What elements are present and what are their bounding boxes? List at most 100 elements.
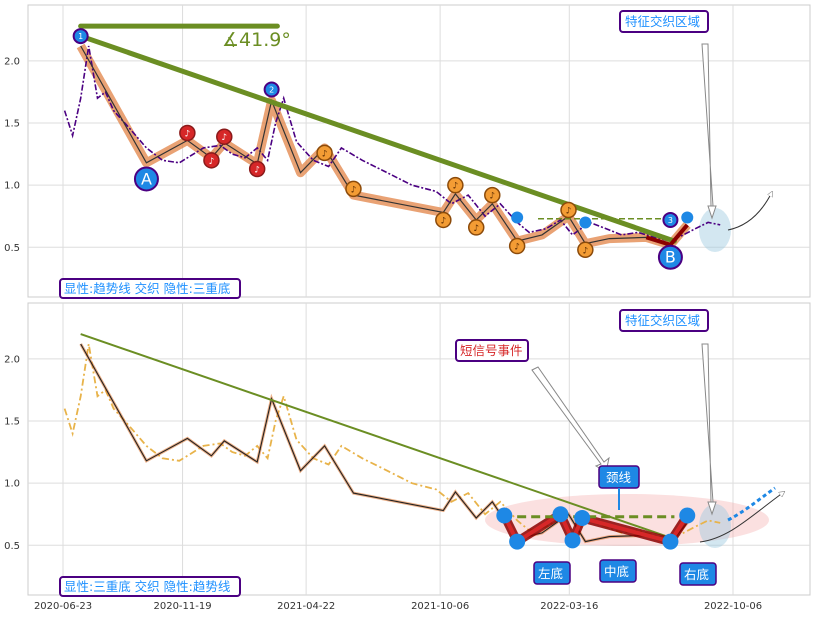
- triple-bottom-point: [679, 507, 696, 524]
- bottom-grid: [28, 303, 810, 595]
- bottom-region-arrow: [701, 343, 717, 516]
- sequence-marker-red: [203, 152, 220, 169]
- right-bottom-label-box: 右底: [679, 562, 717, 586]
- bottom-y-tick-label: 1.0: [4, 479, 20, 490]
- mid-bottom-label-box: 中底: [599, 559, 637, 583]
- top-panel: 0.5 1.0 1.5 2.0 1 2 3 ♪ ♪ ♪ ♪ ♪ ♪ ♪ ♪ ♪ ♪ ♪ ♪ ♪ A B ∡41.9° 显…: [4, 4, 811, 299]
- sequence-marker-orange: [560, 201, 577, 219]
- price-line: [63, 45, 721, 242]
- top-region-arrow: [701, 43, 717, 220]
- sequence-note: ♪: [322, 149, 328, 159]
- top-grid: [28, 5, 810, 297]
- sequence-note: ♪: [440, 216, 446, 226]
- sequence-marker-orange: [484, 186, 501, 204]
- sequence-marker-red: [179, 124, 196, 142]
- pivot-marker: [657, 244, 683, 270]
- top-pattern-dot: [579, 216, 592, 229]
- bottom-y-tick-label: 0.5: [4, 541, 20, 552]
- bottom-y-axis: 0.5 1.0 1.5 2.0: [4, 354, 20, 551]
- bottom-forecast-arrow: [699, 492, 784, 543]
- triple-bottom-point: [574, 509, 591, 526]
- top-pattern-dot: [681, 211, 694, 224]
- sequence-note: ♪: [489, 192, 495, 202]
- triple-bottom-point: [564, 532, 581, 549]
- pivot-label: A: [141, 169, 152, 188]
- top-pattern-dot: [511, 211, 524, 224]
- numbered-point-label: 3: [668, 216, 673, 225]
- numbered-point-marker: [72, 28, 89, 45]
- sequence-marker-orange: [447, 176, 464, 194]
- top-y-tick-label: 2.0: [4, 56, 20, 67]
- sequence-marker-orange: [577, 241, 594, 259]
- x-tick-label: 2021-04-22: [277, 601, 335, 612]
- x-tick-label: 2020-06-23: [34, 601, 92, 612]
- sequence-note: ♪: [514, 243, 520, 253]
- mid-bottom-label: 中底: [604, 564, 629, 579]
- sequence-note: ♪: [566, 207, 572, 217]
- bottom-y-tick-label: 1.5: [4, 417, 20, 428]
- x-tick-label: 2022-03-16: [540, 601, 598, 612]
- top-marks: 1 2 3 ♪ ♪ ♪ ♪ ♪ ♪ ♪ ♪ ♪ ♪ ♪ ♪ ♪ A B: [72, 28, 694, 270]
- numbered-point-label: 2: [269, 85, 274, 94]
- neckline-label: 颈线: [606, 470, 632, 485]
- x-tick-label: 2021-10-06: [411, 601, 469, 612]
- signal-event-label-box: 短信号事件: [455, 339, 529, 362]
- bottom-bottom-label-box: 显性:三重底 交织 隐性:趋势线: [59, 576, 241, 597]
- signal-event-region: [485, 494, 769, 546]
- x-axis: 2020-06-23 2020-11-19 2021-04-22 2021-10-06…: [34, 601, 762, 612]
- bottom-y-tick-label: 2.0: [4, 354, 20, 365]
- pivot-marker: [133, 166, 159, 192]
- x-tick-label: 2020-11-19: [153, 601, 211, 612]
- signal-event-label: 短信号事件: [460, 343, 523, 358]
- top-bottom-label-box: 显性:趋势线 交织 隐性:三重底: [59, 278, 241, 299]
- bottom-panel-frame: [27, 302, 811, 596]
- numbered-point-marker: [662, 211, 679, 228]
- pivot-label: B: [665, 248, 676, 267]
- left-bottom-label-box: 左底: [533, 561, 571, 585]
- sequence-marker-red: [216, 128, 233, 145]
- bottom-region-label: 特征交织区域: [625, 313, 700, 328]
- numbered-point-label: 1: [78, 32, 83, 41]
- top-y-axis: 0.5 1.0 1.5 2.0: [4, 56, 20, 253]
- bottom-marks: [496, 506, 696, 550]
- sequence-marker-red: [248, 160, 266, 178]
- sequence-note: ♪: [221, 133, 227, 143]
- top-y-tick-label: 0.5: [4, 243, 20, 254]
- right-bottom-label: 右底: [684, 567, 709, 582]
- sequence-note: ♪: [473, 224, 479, 234]
- triple-bottom-point: [496, 507, 513, 524]
- sequence-marker-orange: [345, 180, 362, 198]
- top-region-label: 特征交织区域: [625, 14, 700, 29]
- sequence-marker-orange: [467, 219, 485, 236]
- top-series: [63, 23, 721, 250]
- sequence-marker-orange: [435, 211, 452, 229]
- sequence-note: ♪: [582, 246, 588, 256]
- numbered-point-marker: [263, 81, 280, 98]
- bottom-feature-blob: [699, 504, 731, 548]
- trend-angle-label: ∡41.9°: [222, 29, 291, 51]
- top-y-tick-label: 1.0: [4, 181, 20, 192]
- triple-bottom-point: [662, 533, 679, 550]
- sequence-note: ♪: [209, 157, 215, 167]
- sequence-note: ♪: [254, 166, 260, 176]
- sequence-note: ♪: [351, 185, 357, 195]
- bottom-forecast-line: [727, 486, 776, 522]
- top-forecast-arrow: [727, 192, 772, 231]
- left-bottom-label: 左底: [538, 566, 563, 581]
- triple-bottom-point: [552, 506, 569, 523]
- top-region-label-box: 特征交织区域: [619, 10, 709, 33]
- bottom-bottom-label: 显性:三重底 交织 隐性:趋势线: [64, 579, 231, 594]
- sequence-marker-orange: [316, 144, 333, 162]
- triple-bottom-point: [509, 533, 526, 550]
- top-y-tick-label: 1.5: [4, 119, 20, 130]
- zigzag-line: [80, 343, 688, 544]
- bottom-panel: 0.5 1.0 1.5 2.0 2020-06-23 2020-11-19 2021-04…: [4, 302, 811, 612]
- trend-line: [80, 333, 675, 541]
- top-feature-blob: [699, 208, 731, 252]
- signal-event-arrow: [531, 366, 610, 473]
- sequence-note: ♪: [184, 129, 190, 139]
- zigzag-line: [80, 45, 688, 246]
- bottom-region-label-box: 特征交织区域: [619, 309, 709, 332]
- neckline-label-box: 颈线: [598, 465, 640, 489]
